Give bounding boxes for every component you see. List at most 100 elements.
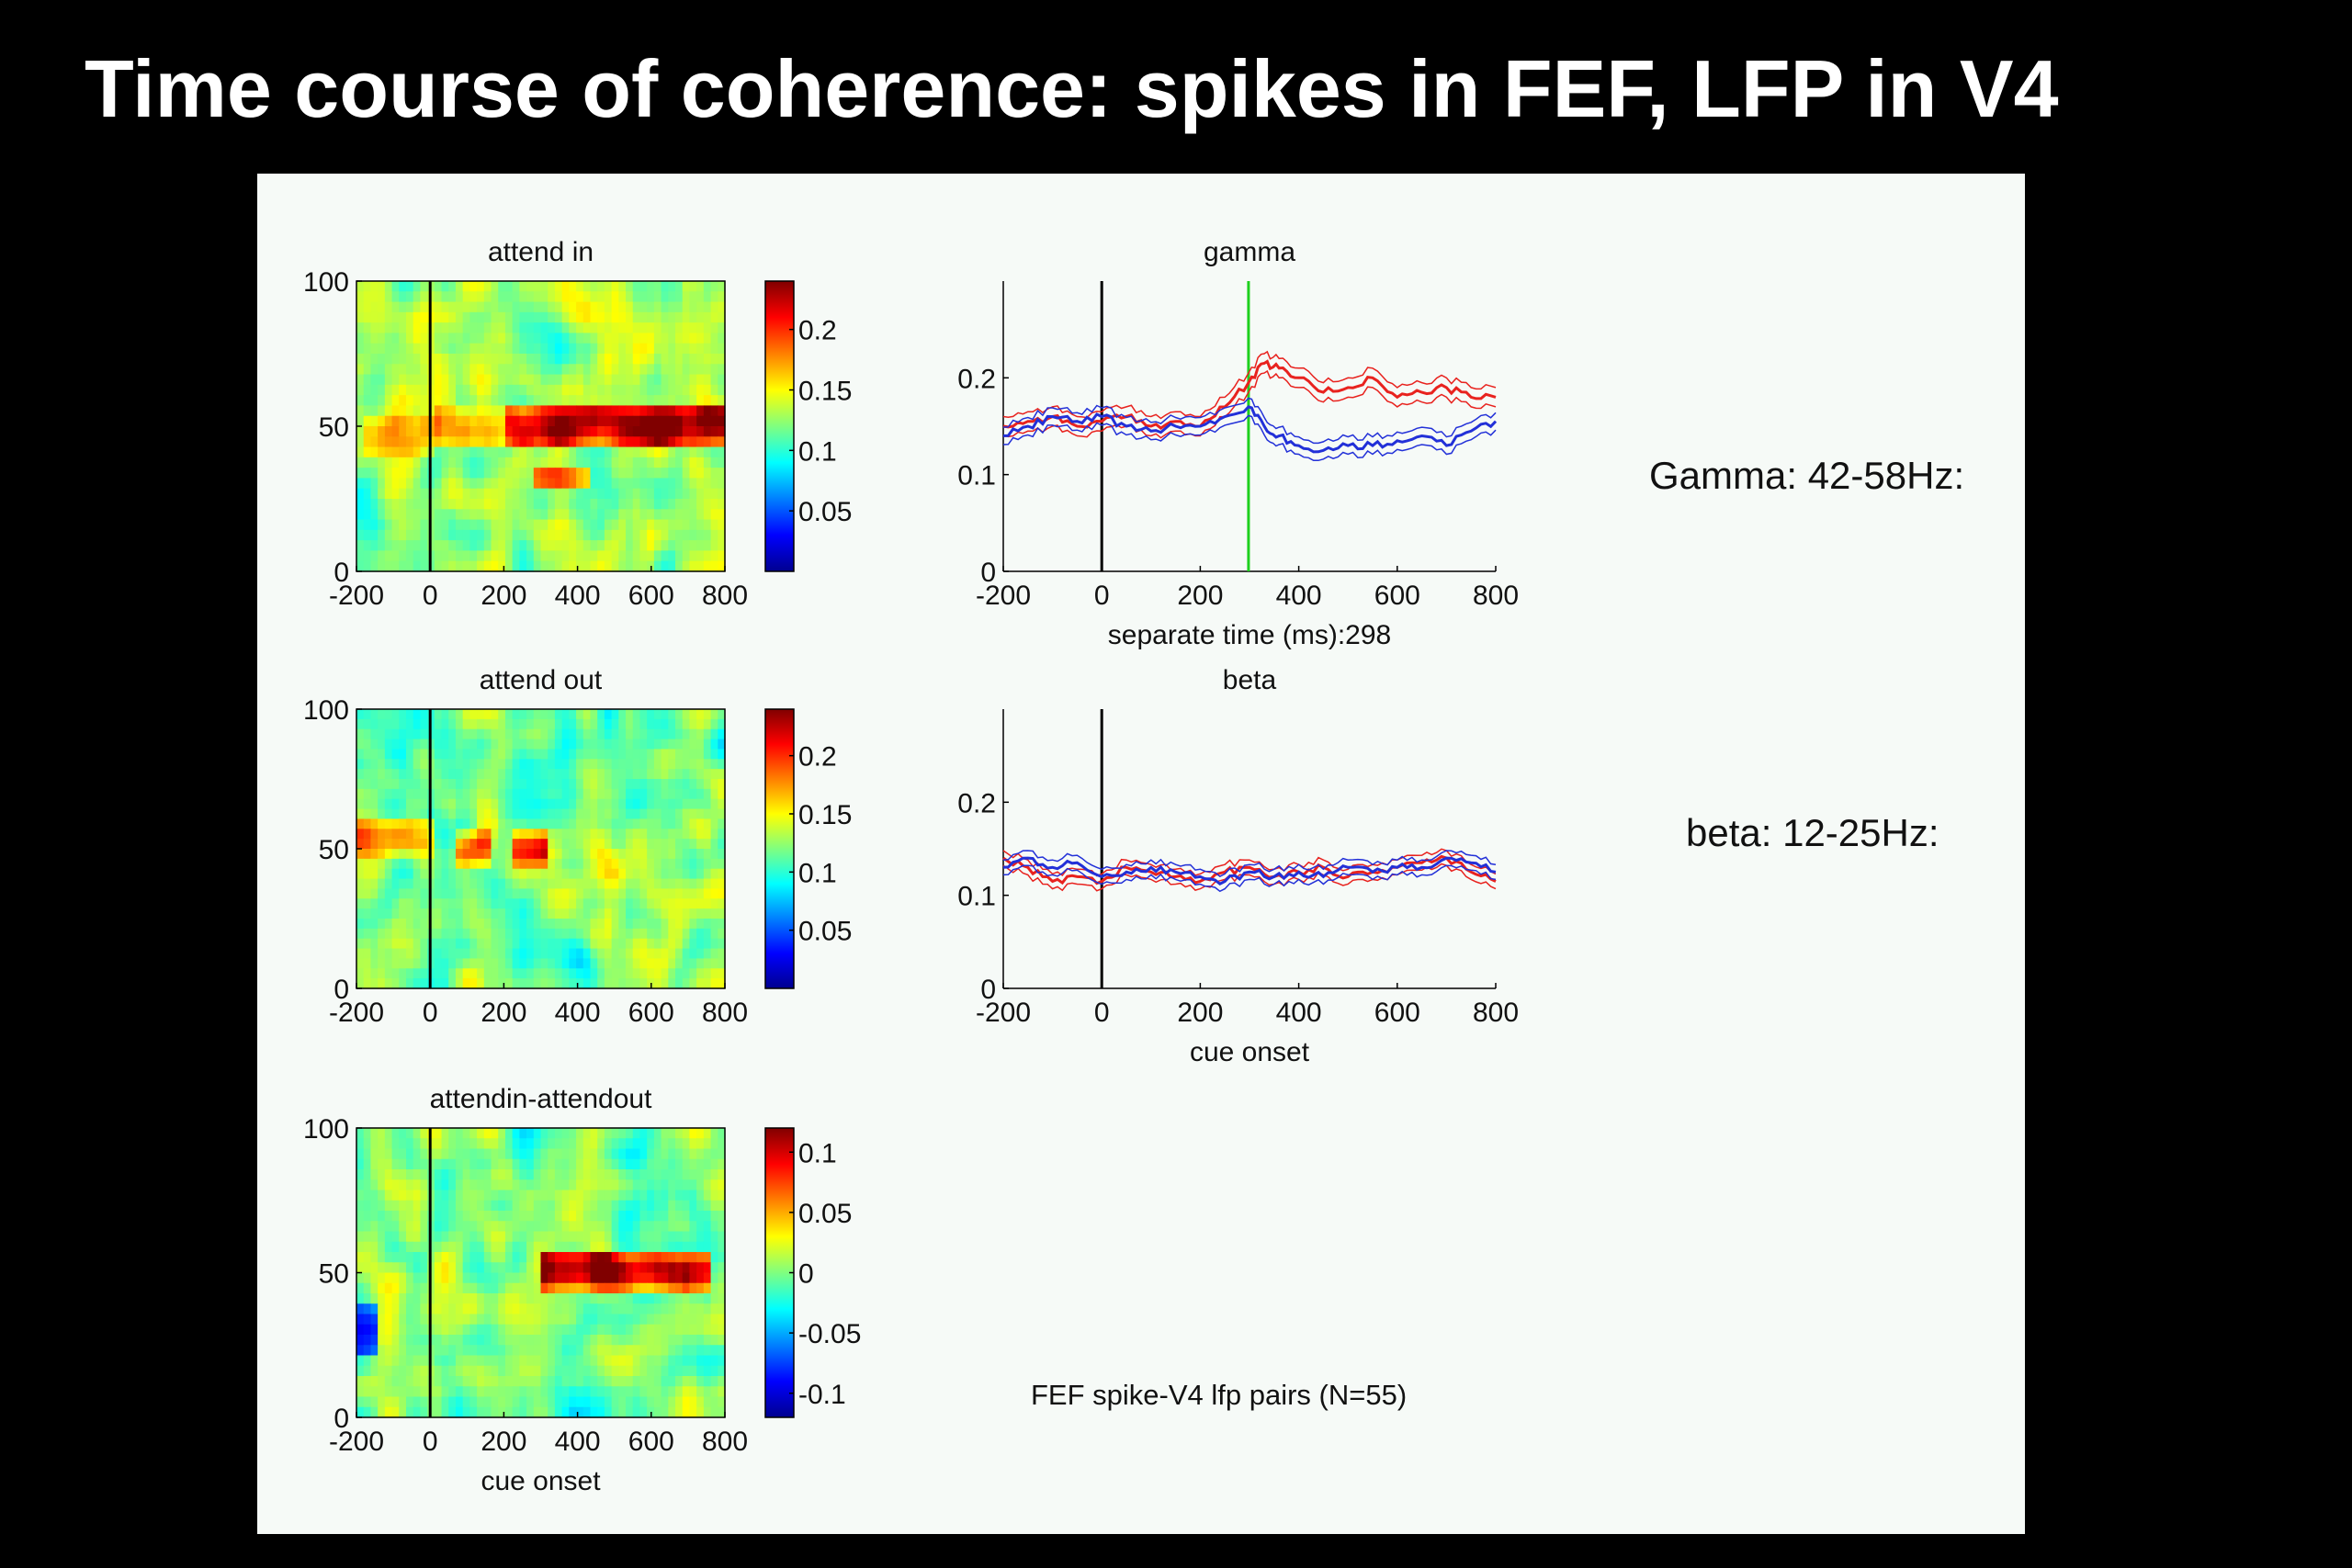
heatmap-cell (647, 798, 655, 810)
heatmap-cell (682, 908, 691, 919)
heatmap-cell (604, 1158, 613, 1170)
heatmap-cell (668, 818, 676, 829)
heatmap-cell (554, 739, 563, 750)
heatmap-cell (675, 908, 684, 919)
heatmap-cell (504, 1282, 514, 1294)
heatmap-cell (582, 322, 592, 334)
heatmap-cell (661, 1335, 669, 1346)
heatmap-cell (498, 301, 506, 313)
heatmap-cell (582, 868, 592, 880)
heatmap-cell (540, 779, 548, 790)
heatmap-cell (462, 888, 470, 899)
heatmap-cell (661, 436, 669, 448)
heatmap-cell (363, 1148, 372, 1160)
heatmap-cell (718, 1314, 726, 1325)
heatmap-cell (378, 415, 386, 427)
heatmap-cell (434, 488, 443, 500)
heatmap-cell (668, 958, 676, 969)
heatmap-cell (434, 1138, 443, 1150)
heatmap-cell (384, 395, 393, 407)
heatmap-cell (413, 322, 421, 334)
heatmap-cell (548, 436, 556, 448)
heatmap-cell (370, 919, 379, 930)
heatmap-cell (626, 728, 634, 740)
heatmap-cell (689, 919, 697, 930)
heatmap-cell (626, 749, 634, 760)
heatmap-cell (378, 1406, 386, 1418)
heatmap-cell (703, 468, 712, 479)
heatmap-cell (540, 540, 548, 552)
heatmap-cell (405, 709, 414, 720)
heatmap-cell (356, 446, 365, 458)
heatmap-cell (469, 1169, 478, 1180)
heatmap-cell (590, 749, 598, 760)
heatmap-cell (632, 1179, 641, 1191)
heatmap-cell (626, 529, 634, 541)
heatmap-cell (590, 1376, 598, 1387)
heatmap-cell (434, 878, 443, 890)
heatmap-cell (569, 1158, 577, 1170)
heatmap-cell (363, 968, 372, 979)
heatmap-cell (639, 395, 648, 407)
heatmap-cell (661, 468, 669, 479)
heatmap-cell (696, 560, 705, 572)
heatmap-cell (384, 1262, 393, 1274)
heatmap-cell (441, 499, 449, 510)
heatmap-cell (391, 291, 400, 303)
heatmap-cell (462, 311, 470, 323)
heatmap-cell (384, 478, 393, 490)
heatmap-cell (611, 333, 619, 344)
heatmap-cell (434, 1335, 443, 1346)
heatmap-cell (448, 1386, 457, 1398)
heatmap-cell (590, 978, 598, 989)
heatmap-cell (675, 301, 684, 313)
heatmap-cell (533, 938, 542, 950)
heatmap-cell (569, 436, 577, 448)
heatmap-cell (639, 749, 648, 760)
heatmap-cell (718, 1169, 726, 1180)
heatmap-cell (504, 519, 514, 531)
heatmap-cell (561, 759, 570, 770)
heatmap-cell (639, 281, 648, 292)
heatmap-cell (519, 291, 527, 303)
heatmap-cell (504, 888, 514, 899)
heatmap-cell (533, 749, 542, 760)
heatmap-cell (462, 1355, 470, 1367)
heatmap-cell (491, 291, 499, 303)
heatmap-cell (576, 1200, 584, 1212)
heatmap-cell (561, 1365, 570, 1377)
heatmap-cell (512, 529, 520, 541)
heatmap-cell (696, 808, 705, 820)
heatmap-cell (554, 374, 563, 386)
y-tick-label: 0.1 (957, 461, 996, 491)
heatmap-cell (604, 1293, 613, 1304)
heatmap-cell (569, 405, 577, 417)
heatmap-cell (356, 868, 365, 880)
heatmap-cell (611, 1179, 619, 1191)
heatmap-cell (703, 436, 712, 448)
heatmap-cell (710, 519, 718, 531)
heatmap-cell (512, 291, 520, 303)
heatmap-cell (378, 405, 386, 417)
heatmap-cell (718, 1148, 726, 1160)
heatmap-cell (540, 1314, 548, 1325)
heatmap-cell (519, 1158, 527, 1170)
heatmap-cell (554, 311, 563, 323)
heatmap-cell (611, 374, 619, 386)
heatmap-cell (696, 718, 705, 730)
heatmap-cell (420, 978, 428, 989)
heatmap-cell (526, 898, 535, 909)
heatmap-cell (370, 1293, 379, 1304)
heatmap-cell (356, 1345, 365, 1357)
heatmap-cell (554, 849, 563, 860)
heatmap-cell (363, 759, 372, 770)
heatmap-cell (710, 1314, 718, 1325)
heatmap-cell (689, 1406, 697, 1418)
heatmap-cell (491, 808, 499, 820)
heatmap-cell (647, 908, 655, 919)
heatmap-cell (455, 364, 464, 376)
heatmap-cell (477, 322, 485, 334)
heatmap-cell (441, 1386, 449, 1398)
heatmap-cell (576, 1211, 584, 1222)
